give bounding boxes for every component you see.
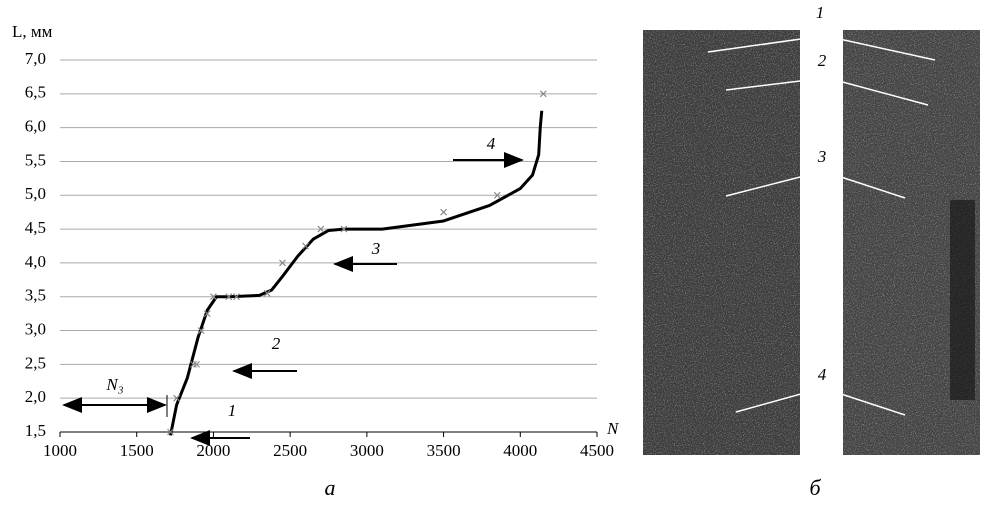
- annotation: 1: [228, 401, 237, 420]
- data-point: [190, 360, 197, 368]
- x-tick-label: 3500: [427, 441, 461, 460]
- data-point: [539, 90, 547, 98]
- y-axis-label: L, мм: [12, 22, 53, 41]
- x-tick-label: 1000: [43, 441, 77, 460]
- y-tick-label: 3,5: [25, 286, 46, 305]
- x-tick-label: 1500: [120, 441, 154, 460]
- x-tick-label: 2000: [196, 441, 230, 460]
- annotation: 4: [487, 134, 496, 153]
- y-tick-label: 4,5: [25, 218, 46, 237]
- annotation: 2: [272, 334, 281, 353]
- data-point: [167, 428, 174, 436]
- data-point: [233, 293, 240, 301]
- y-tick-label: 5,0: [25, 184, 46, 203]
- data-point: [493, 191, 501, 199]
- photo-label: 3: [817, 147, 827, 166]
- data-point: [173, 394, 181, 402]
- data-point: [197, 327, 205, 334]
- photo-shadow: [950, 200, 975, 400]
- photo-texture: [643, 30, 800, 455]
- curve: [168, 110, 544, 436]
- photo-label: 2: [818, 51, 827, 70]
- x-axis-label: N: [606, 419, 620, 438]
- data-point: [193, 360, 200, 368]
- data-point: [302, 242, 309, 250]
- x-tick-label: 4500: [580, 441, 614, 460]
- y-tick-label: 6,0: [25, 117, 46, 136]
- data-point: [317, 225, 325, 233]
- y-tick-label: 2,0: [25, 387, 46, 406]
- leader-lines: [707, 37, 936, 416]
- x-tick-label: 2500: [273, 441, 307, 460]
- panel-label: а: [325, 475, 336, 500]
- photo-label: 1: [816, 3, 825, 22]
- data-point: [340, 225, 348, 233]
- data-point: [225, 293, 233, 301]
- x-tick-label: 3000: [350, 441, 384, 460]
- y-tick-label: 7,0: [25, 49, 46, 68]
- data-point: [203, 310, 211, 318]
- data-point: [440, 208, 447, 216]
- photo-label: 4: [818, 365, 827, 384]
- y-tick-label: 3,0: [25, 319, 46, 338]
- x-tick-label: 4000: [503, 441, 537, 460]
- data-point: [263, 289, 271, 297]
- annotation: 3: [371, 239, 381, 258]
- y-tick-label: 4,0: [25, 252, 46, 271]
- panel-label: б: [809, 475, 821, 500]
- y-tick-label: 5,5: [25, 150, 46, 169]
- photo: [643, 30, 980, 455]
- y-tick-label: 6,5: [25, 83, 46, 102]
- annotation: N₃: [105, 375, 123, 394]
- y-tick-label: 1,5: [25, 421, 46, 440]
- y-tick-label: 2,5: [25, 353, 46, 372]
- data-point: [279, 259, 286, 267]
- data-point: [210, 293, 217, 301]
